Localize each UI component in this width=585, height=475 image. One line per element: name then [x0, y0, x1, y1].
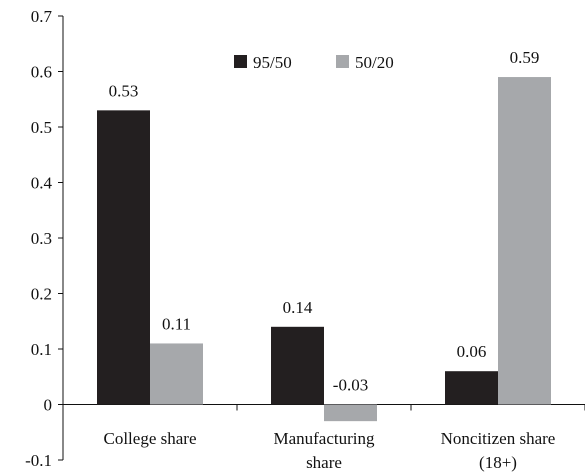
data-label: -0.03	[333, 376, 368, 395]
bar-95-50-3	[445, 371, 498, 405]
bar-95-50-2	[271, 326, 324, 405]
y-tick-label: -0.1	[25, 451, 52, 470]
chart-data-labels: 0.53 0.14 0.06 0.11 -0.03 0.59	[109, 48, 540, 394]
y-tick-label: 0.5	[31, 118, 52, 137]
bar-50-20-2	[324, 404, 377, 422]
bar-50-20-3	[498, 77, 551, 405]
data-label: 0.14	[283, 298, 313, 317]
x-category-label: College share	[104, 429, 197, 448]
y-tick-label: 0.7	[31, 7, 53, 26]
data-label: 0.11	[162, 314, 191, 333]
data-label: 0.53	[109, 81, 139, 100]
legend-swatch	[234, 55, 247, 68]
bar-50-20-1	[150, 343, 203, 405]
x-category-label: (18+)	[479, 453, 517, 472]
x-category-label: Noncitizen share	[441, 429, 556, 448]
data-label: 0.06	[457, 342, 487, 361]
x-category-label: Manufacturing	[273, 429, 375, 448]
legend-label: 50/20	[355, 53, 394, 72]
y-tick-label: 0.3	[31, 229, 52, 248]
y-tick-label: 0	[44, 396, 53, 415]
bar-95-50-1	[97, 110, 150, 405]
chart-bars	[97, 77, 551, 422]
legend-swatch	[336, 55, 349, 68]
chart-legend: 95/50 50/20	[234, 53, 394, 72]
y-tick-label: 0.4	[31, 174, 53, 193]
data-label: 0.59	[510, 48, 540, 67]
x-category-label: share	[306, 453, 342, 472]
legend-label: 95/50	[253, 53, 292, 72]
y-tick-label: 0.2	[31, 285, 52, 304]
y-tick-label: 0.6	[31, 63, 52, 82]
y-tick-label: 0.1	[31, 340, 52, 359]
